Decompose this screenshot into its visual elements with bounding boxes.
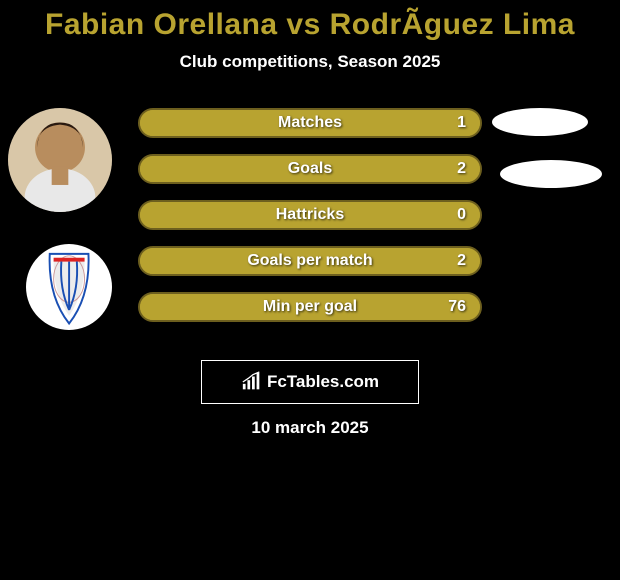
date-text: 10 march 2025 [0,418,620,438]
player-avatar [8,108,112,212]
subtitle: Club competitions, Season 2025 [0,52,620,72]
watermark-text: FcTables.com [267,372,379,392]
stat-row: Goals per match 2 [138,246,482,276]
stat-value: 2 [457,156,466,182]
watermark-box: FcTables.com [201,360,419,404]
crest-shield-icon [39,250,99,327]
right-ellipse [492,108,588,136]
title-text: Fabian Orellana vs RodrÃ­guez Lima [45,8,575,41]
stat-label: Hattricks [276,206,344,224]
stat-row: Min per goal 76 [138,292,482,322]
subtitle-text: Club competitions, Season 2025 [180,52,441,71]
right-ellipse [500,160,602,188]
stat-value: 1 [457,110,466,136]
stat-label: Goals per match [247,252,372,270]
page-title: Fabian Orellana vs RodrÃ­guez Lima [0,0,620,42]
stats-bars: Matches 1 Goals 2 Hattricks 0 Goals per match 2… [138,108,482,338]
stat-label: Matches [278,114,342,132]
stat-value: 0 [457,202,466,228]
stat-value: 2 [457,248,466,274]
stat-row: Matches 1 [138,108,482,138]
stat-label: Goals [288,160,332,178]
footer: FcTables.com 10 march 2025 [0,350,620,438]
stat-row: Hattricks 0 [138,200,482,230]
date-value: 10 march 2025 [251,418,368,437]
avatar-placeholder-icon [8,108,112,212]
chart-bars-icon [241,371,263,393]
club-crest [26,244,112,330]
stat-value: 76 [448,294,466,320]
stat-label: Min per goal [263,298,357,316]
stat-row: Goals 2 [138,154,482,184]
